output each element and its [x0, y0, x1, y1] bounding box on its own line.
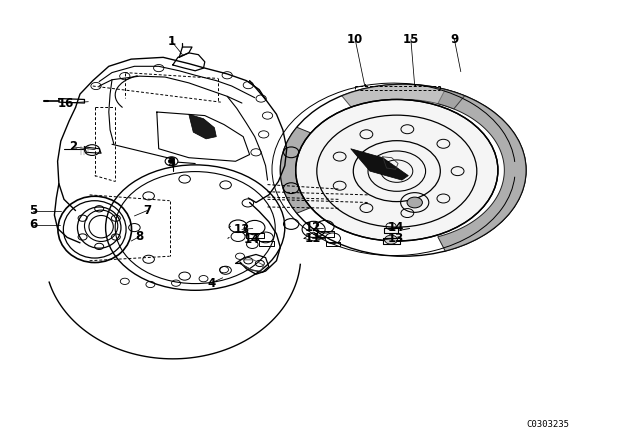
Text: 10: 10 [347, 33, 364, 46]
Polygon shape [351, 149, 408, 180]
Text: 14: 14 [387, 221, 404, 234]
Text: C0303235: C0303235 [526, 420, 570, 429]
Polygon shape [189, 114, 216, 139]
Text: 4: 4 [207, 276, 215, 290]
Circle shape [385, 235, 397, 244]
Text: 1: 1 [168, 34, 175, 48]
Text: 11: 11 [304, 232, 321, 245]
Circle shape [168, 159, 175, 164]
Text: 2: 2 [70, 140, 77, 154]
Circle shape [296, 99, 498, 241]
Text: 12: 12 [304, 221, 321, 234]
Text: 14: 14 [243, 233, 260, 246]
Text: 9: 9 [451, 33, 458, 46]
Text: 6: 6 [29, 218, 37, 232]
Polygon shape [342, 84, 465, 109]
Circle shape [407, 197, 422, 208]
Text: 3: 3 [168, 155, 175, 169]
Text: 5: 5 [29, 204, 37, 217]
Polygon shape [280, 127, 316, 213]
Polygon shape [438, 90, 526, 251]
Text: 16: 16 [58, 96, 74, 110]
Text: 15: 15 [403, 33, 419, 46]
Text: 13: 13 [234, 223, 250, 236]
Text: 7: 7 [143, 204, 151, 217]
Text: 13: 13 [387, 232, 404, 245]
Text: 8: 8 [136, 230, 143, 243]
